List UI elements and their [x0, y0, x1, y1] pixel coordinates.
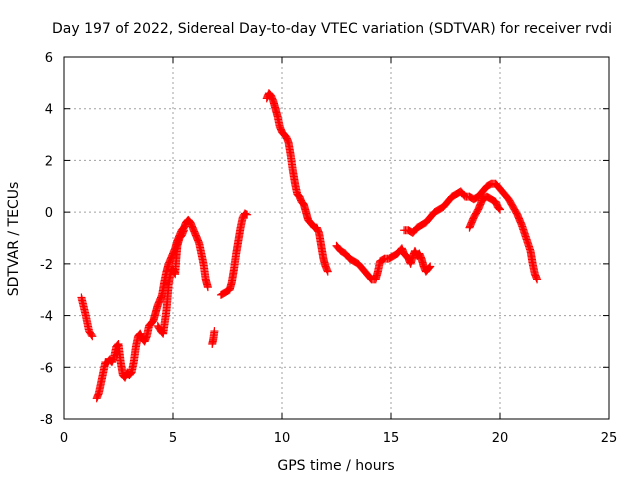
data-point — [242, 210, 251, 219]
data-points — [77, 89, 542, 403]
data-point — [425, 263, 434, 272]
data-point — [88, 332, 97, 341]
x-tick-label: 25 — [601, 431, 618, 446]
data-point — [243, 210, 252, 219]
y-tick-label: 0 — [45, 206, 53, 221]
data-point — [533, 275, 542, 284]
y-tick-label: -8 — [40, 413, 53, 428]
x-tick-label: 0 — [60, 431, 68, 446]
y-tick-label: 4 — [45, 103, 53, 118]
y-tick-labels: -8 -6 -4 -2 0 2 4 6 — [40, 51, 53, 428]
x-tick-label: 10 — [274, 431, 291, 446]
chart-title: Day 197 of 2022, Sidereal Day-to-day VTE… — [52, 21, 612, 37]
data-point — [179, 226, 188, 235]
data-point — [203, 283, 212, 292]
y-tick-label: -4 — [40, 310, 53, 325]
x-tick-label: 20 — [492, 431, 509, 446]
y-axis-label: SDTVAR / TECUs — [6, 182, 22, 297]
x-axis-label: GPS time / hours — [277, 458, 394, 474]
data-point — [424, 264, 433, 273]
data-point — [495, 204, 504, 213]
data-point — [323, 267, 332, 276]
x-tick-labels: 0 5 10 15 20 25 — [60, 431, 617, 446]
data-point — [494, 203, 503, 212]
y-tick-label: 6 — [45, 51, 53, 66]
data-point — [87, 330, 96, 339]
data-point — [496, 205, 504, 214]
data-point — [210, 327, 219, 336]
x-tick-label: 15 — [383, 431, 400, 446]
x-tick-label: 5 — [169, 431, 177, 446]
plot-frame — [63, 56, 610, 420]
y-tick-label: -6 — [40, 361, 53, 376]
y-tick-label: -2 — [40, 258, 53, 273]
y-tick-label: 2 — [45, 154, 53, 169]
data-point — [426, 262, 435, 271]
tick-marks — [63, 56, 610, 420]
